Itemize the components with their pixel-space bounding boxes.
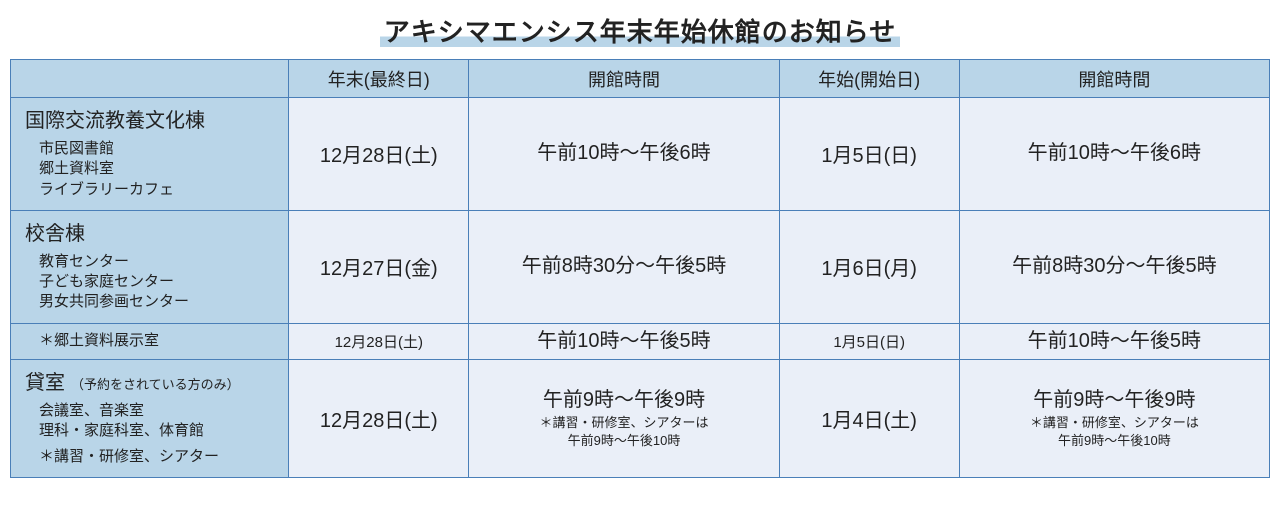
cell-main: 午前10時～午後5時 <box>1028 329 1201 354</box>
table-row: ＊郷土資料展示室12月28日(土) 午前10時～午後5時 1月5日(日) 午前10時～… <box>11 323 1270 359</box>
closure-schedule-table: 年末(最終日) 開館時間 年始(開始日) 開館時間 国際交流教養文化棟市民図書館… <box>10 59 1270 478</box>
row-subitem: 子ども家庭センター <box>39 272 274 292</box>
row-subitem: 理科・家庭科室、体育館 <box>39 421 274 441</box>
cell-main: 午前9時～午後9時 <box>1033 388 1195 413</box>
cell-yearend-hours: 午前9時～午後9時 ＊講習・研修室、シアターは午前9時～午後10時 <box>469 359 779 478</box>
row-subitem: 男女共同参画センター <box>39 292 274 312</box>
cell-note: ＊講習・研修室、シアターは <box>1030 415 1199 431</box>
row-subitem: 郷土資料室 <box>39 159 274 179</box>
cell-yearend-lastday: 12月27日(金) <box>289 210 469 323</box>
row-title: 校舎棟 <box>25 221 274 248</box>
row-subitem-note: ＊講習・研修室、シアター <box>39 447 274 467</box>
row-header: 校舎棟教育センター子ども家庭センター男女共同参画センター <box>11 210 289 323</box>
cell-note: 午前9時～午後10時 <box>568 433 681 449</box>
cell-newyear-firstday: 1月4日(土) <box>779 359 959 478</box>
cell-main: 午前8時30分～午後5時 <box>522 254 727 279</box>
table-row: 貸室（予約をされている方のみ） 会議室、音楽室理科・家庭科室、体育館 ＊講習・研修室… <box>11 359 1270 478</box>
cell-yearend-hours: 午前10時～午後5時 <box>469 323 779 359</box>
cell-newyear-firstday: 1月6日(月) <box>779 210 959 323</box>
table-row: 校舎棟教育センター子ども家庭センター男女共同参画センター12月27日(金)午前8… <box>11 210 1270 323</box>
cell-newyear-hours: 午前10時～午後6時 <box>959 98 1269 211</box>
cell-yearend-lastday: 12月28日(土) <box>289 323 469 359</box>
cell-newyear-hours: 午前10時～午後5時 <box>959 323 1269 359</box>
col-newyear-hours: 開館時間 <box>959 60 1269 98</box>
row-header: ＊郷土資料展示室 <box>11 323 289 359</box>
cell-note: 午前9時～午後10時 <box>1058 433 1171 449</box>
cell-main: 午前10時～午後6時 <box>537 141 710 166</box>
col-yearend-hours: 開館時間 <box>469 60 779 98</box>
row-header: 国際交流教養文化棟市民図書館郷土資料室ライブラリーカフェ <box>11 98 289 211</box>
table-row: 国際交流教養文化棟市民図書館郷土資料室ライブラリーカフェ12月28日(土)午前1… <box>11 98 1270 211</box>
cell-main: 午前10時～午後5時 <box>537 329 710 354</box>
row-subitem: 教育センター <box>39 252 274 272</box>
row-subitem: 会議室、音楽室 <box>39 401 274 421</box>
notice-title: アキシマエンシス年末年始休館のお知らせ <box>10 12 1270 49</box>
cell-main: 午前10時～午後6時 <box>1028 141 1201 166</box>
row-subitem: ライブラリーカフェ <box>39 180 274 200</box>
row-title-paren: （予約をされている方のみ） <box>71 377 240 392</box>
cell-main: 午前8時30分～午後5時 <box>1012 254 1217 279</box>
row-header: 貸室（予約をされている方のみ） 会議室、音楽室理科・家庭科室、体育館 ＊講習・研修室… <box>11 359 289 478</box>
cell-yearend-lastday: 12月28日(土) <box>289 98 469 211</box>
col-yearend-lastday: 年末(最終日) <box>289 60 469 98</box>
col-newyear-firstday: 年始(開始日) <box>779 60 959 98</box>
cell-note: ＊講習・研修室、シアターは <box>539 415 708 431</box>
row-title: 貸室（予約をされている方のみ） <box>25 370 274 397</box>
table-header-row: 年末(最終日) 開館時間 年始(開始日) 開館時間 <box>11 60 1270 98</box>
cell-newyear-hours: 午前8時30分～午後5時 <box>959 210 1269 323</box>
cell-newyear-firstday: 1月5日(日) <box>779 323 959 359</box>
cell-yearend-hours: 午前10時～午後6時 <box>469 98 779 211</box>
row-subitem: 市民図書館 <box>39 139 274 159</box>
cell-main: 午前9時～午後9時 <box>543 388 705 413</box>
cell-yearend-lastday: 12月28日(土) <box>289 359 469 478</box>
cell-newyear-firstday: 1月5日(日) <box>779 98 959 211</box>
table-corner <box>11 60 289 98</box>
cell-newyear-hours: 午前9時～午後9時 ＊講習・研修室、シアターは午前9時～午後10時 <box>959 359 1269 478</box>
row-title: 国際交流教養文化棟 <box>25 108 274 135</box>
cell-yearend-hours: 午前8時30分～午後5時 <box>469 210 779 323</box>
